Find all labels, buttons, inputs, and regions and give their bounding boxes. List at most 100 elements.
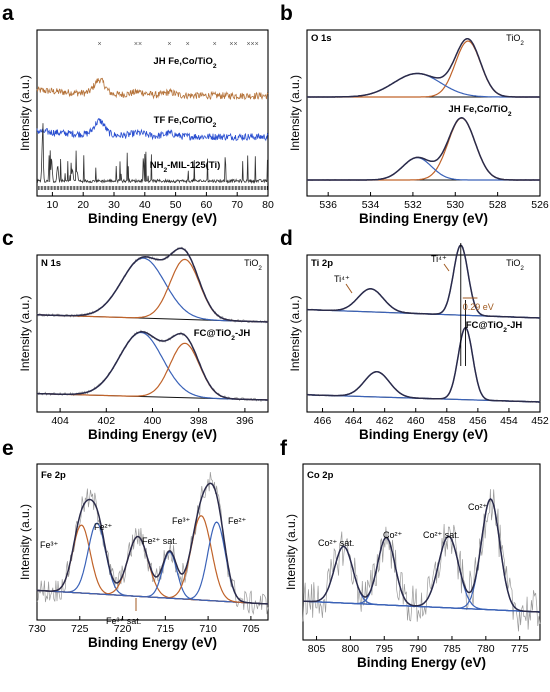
y-axis-label: Intensity (a.u.)	[284, 514, 298, 590]
anatase-marker: ×	[186, 41, 190, 48]
x-tick-label: 30	[108, 199, 120, 211]
sample-label: TiO2	[244, 258, 262, 272]
peak-annotation: Fe³⁺	[40, 540, 59, 550]
raw-data-trace	[302, 489, 541, 632]
plot-frame	[306, 29, 541, 197]
anatase-marker: ×	[167, 41, 171, 48]
x-axis-label: Binding Energy (eV)	[88, 635, 217, 650]
peak-annotation: Co²⁺	[468, 502, 488, 512]
x-tick-label: 800	[342, 643, 360, 655]
x-tick-label: 398	[190, 415, 208, 427]
panel-letter: b	[280, 2, 293, 25]
plot-frame	[36, 463, 269, 621]
raw-data-trace	[306, 326, 541, 404]
panel-title: Fe 2p	[41, 470, 66, 481]
series-label: TF Fe,Co/TiO2	[154, 115, 217, 129]
diffraction-trace	[36, 123, 269, 185]
diffraction-trace	[36, 118, 269, 142]
x-tick-label: 402	[98, 415, 116, 427]
x-tick-label: 775	[511, 643, 529, 655]
fit-component	[307, 72, 540, 98]
peak-annotation: Co²⁺ sat.	[318, 538, 354, 548]
x-tick-label: 454	[500, 415, 518, 427]
series-label: JH Fe,Co/TiO2	[153, 56, 216, 70]
y-axis-label: Intensity (a.u.)	[288, 295, 302, 371]
panel-title: Ti 2p	[311, 258, 333, 269]
x-tick-label: 80	[262, 199, 274, 211]
annotation-arrow	[443, 263, 450, 272]
panel-title: O 1s	[311, 33, 332, 44]
anatase-marker: ××	[229, 41, 237, 48]
x-tick-label: 452	[531, 415, 549, 427]
peak-annotation: Co²⁺	[383, 530, 403, 540]
panel-letter: e	[2, 437, 14, 460]
peak-annotation: Fe²⁺ sat.	[142, 536, 177, 546]
x-tick-label: 730	[28, 623, 46, 635]
diffraction-trace	[36, 77, 269, 101]
x-tick-label: 534	[362, 199, 380, 211]
panel-title: N 1s	[41, 258, 61, 269]
panel-letter: f	[280, 437, 288, 460]
x-tick-label: 458	[438, 415, 456, 427]
peak-annotation: Ti⁴⁺	[334, 274, 350, 284]
x-tick-label: 790	[409, 643, 427, 655]
panel-letter: c	[2, 227, 14, 250]
x-tick-label: 60	[201, 199, 213, 211]
x-tick-label: 715	[157, 623, 175, 635]
x-tick-label: 705	[242, 623, 260, 635]
x-axis-label: Binding Energy (eV)	[359, 427, 488, 442]
fit-component	[37, 258, 268, 323]
x-tick-label: 710	[199, 623, 217, 635]
annotation-arrow	[345, 283, 353, 294]
x-tick-label: 462	[376, 415, 394, 427]
x-tick-label: 785	[443, 643, 461, 655]
fit-component	[37, 342, 268, 401]
x-tick-label: 10	[47, 199, 59, 211]
fit-component	[37, 331, 268, 401]
x-tick-label: 466	[314, 415, 332, 427]
sample-label: TiO2	[506, 258, 524, 272]
fit-component	[307, 157, 540, 181]
x-axis-label: Binding Energy (eV)	[88, 427, 217, 442]
panel-c: 404 402 400 398 396 Binding Energy (eV) Intens…	[2, 227, 269, 442]
fit-envelope	[37, 331, 268, 401]
anatase-marker: ×××	[246, 41, 258, 48]
x-tick-label: 536	[319, 199, 337, 211]
x-tick-label: 725	[71, 623, 89, 635]
fit-component	[307, 40, 540, 98]
plot-frame	[36, 29, 269, 197]
x-tick-label: 780	[477, 643, 495, 655]
peak-annotation: Fe²⁺	[228, 516, 247, 526]
x-tick-label: 456	[469, 415, 487, 427]
raw-data-trace	[307, 116, 541, 182]
x-tick-label: 40	[139, 199, 151, 211]
x-tick-label: 404	[51, 415, 69, 427]
raw-data-trace	[306, 38, 541, 98]
sample-label: FC@TiO2-JH	[466, 320, 523, 334]
x-axis-label: Binding Energy (eV)	[359, 211, 488, 226]
fit-envelope	[37, 247, 268, 323]
x-tick-label: 460	[407, 415, 425, 427]
fit-envelope	[307, 244, 540, 319]
fit-component	[307, 327, 540, 403]
fit-component	[307, 371, 540, 403]
fit-envelope	[307, 117, 540, 181]
x-tick-label: 805	[308, 643, 326, 655]
anatase-marker: ×	[213, 41, 217, 48]
sample-label: JH Fe,Co/TiO2	[448, 104, 511, 118]
panel-letter: d	[280, 227, 293, 250]
peak-annotation: Co²⁺ sat.	[423, 530, 459, 540]
sample-label: TiO2	[506, 33, 524, 47]
x-tick-label: 530	[447, 199, 465, 211]
plot-frame	[302, 463, 541, 641]
anatase-marker: ××	[134, 41, 142, 48]
y-axis-label: Intensity (a.u.)	[288, 75, 302, 151]
x-axis-label: Binding Energy (eV)	[357, 655, 486, 670]
fit-component	[307, 117, 540, 181]
panel-title: Co 2p	[307, 470, 334, 481]
peak-annotation: Fe³⁺	[172, 516, 191, 526]
x-tick-label: 532	[404, 199, 422, 211]
peak-annotation: Ti⁴⁺	[431, 254, 447, 264]
panel-a: 10 20 30 40 50 60 70 80 Binding Energy (eV) Inten…	[2, 2, 274, 226]
y-axis-label: Intensity (a.u.)	[18, 504, 32, 580]
